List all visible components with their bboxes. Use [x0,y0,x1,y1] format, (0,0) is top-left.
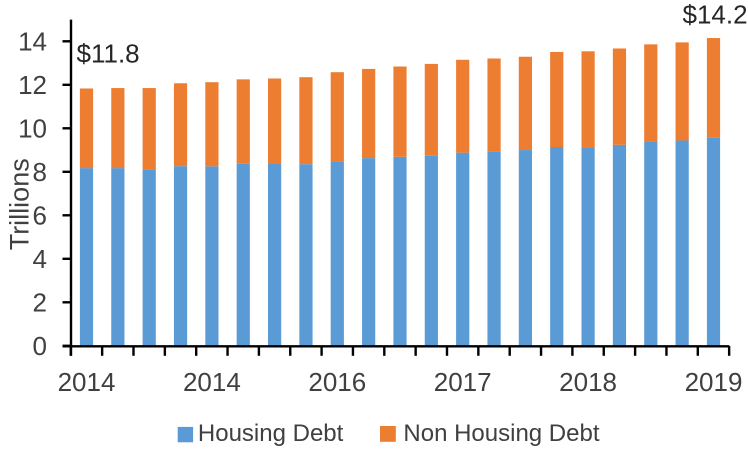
svg-text:$14.2: $14.2 [683,0,748,30]
svg-text:2014: 2014 [58,367,116,397]
svg-text:Housing Debt: Housing Debt [198,420,344,447]
svg-text:2018: 2018 [559,367,617,397]
svg-text:Non Housing Debt: Non Housing Debt [403,420,599,447]
svg-text:2016: 2016 [308,367,366,397]
svg-text:6: 6 [33,200,47,230]
svg-text:2014: 2014 [183,367,241,397]
svg-text:14: 14 [18,26,47,56]
svg-text:0: 0 [33,331,47,361]
svg-text:10: 10 [18,113,47,143]
svg-text:4: 4 [33,244,47,274]
svg-text:2017: 2017 [434,367,492,397]
svg-text:Trillions: Trillions [5,158,35,250]
svg-text:12: 12 [18,70,47,100]
svg-text:2: 2 [33,287,47,317]
svg-text:$11.8: $11.8 [77,38,140,68]
svg-text:2019: 2019 [685,367,743,397]
svg-text:8: 8 [33,157,47,187]
